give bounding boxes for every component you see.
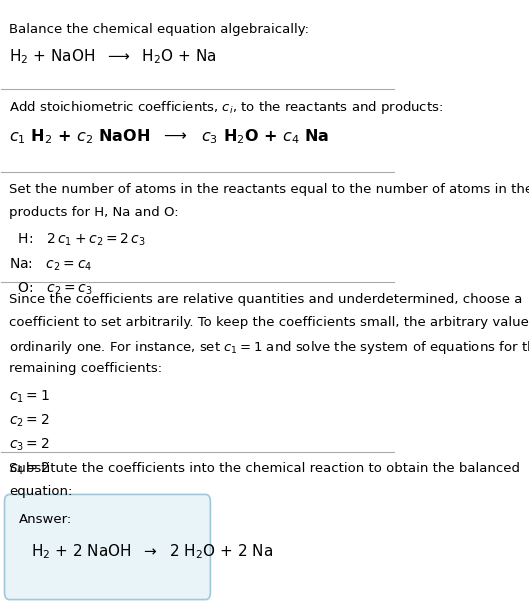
Text: H$_2$ + 2 NaOH  $\rightarrow$  2 H$_2$O + 2 Na: H$_2$ + 2 NaOH $\rightarrow$ 2 H$_2$O + … <box>31 543 273 561</box>
Text: H$_2$ + NaOH  $\longrightarrow$  H$_2$O + Na: H$_2$ + NaOH $\longrightarrow$ H$_2$O + … <box>9 48 217 67</box>
Text: O:   $c_2 = c_3$: O: $c_2 = c_3$ <box>9 280 93 297</box>
Text: $c_1$ H$_2$ + $c_2$ NaOH  $\longrightarrow$  $c_3$ H$_2$O + $c_4$ Na: $c_1$ H$_2$ + $c_2$ NaOH $\longrightarro… <box>9 127 330 146</box>
Text: ordinarily one. For instance, set $c_1 = 1$ and solve the system of equations fo: ordinarily one. For instance, set $c_1 =… <box>9 339 529 356</box>
Text: products for H, Na and O:: products for H, Na and O: <box>9 206 179 219</box>
Text: Add stoichiometric coefficients, $c_i$, to the reactants and products:: Add stoichiometric coefficients, $c_i$, … <box>9 100 443 117</box>
Text: Answer:: Answer: <box>19 512 72 526</box>
Text: equation:: equation: <box>9 486 72 498</box>
Text: $c_3 = 2$: $c_3 = 2$ <box>9 436 50 453</box>
Text: remaining coefficients:: remaining coefficients: <box>9 362 162 375</box>
Text: $c_2 = 2$: $c_2 = 2$ <box>9 413 50 429</box>
Text: coefficient to set arbitrarily. To keep the coefficients small, the arbitrary va: coefficient to set arbitrarily. To keep … <box>9 316 529 329</box>
Text: Substitute the coefficients into the chemical reaction to obtain the balanced: Substitute the coefficients into the che… <box>9 463 520 475</box>
Text: $c_4 = 2$: $c_4 = 2$ <box>9 461 50 477</box>
Text: Na:   $c_2 = c_4$: Na: $c_2 = c_4$ <box>9 256 93 273</box>
Text: Balance the chemical equation algebraically:: Balance the chemical equation algebraica… <box>9 22 309 36</box>
Text: H:   $2\,c_1 + c_2 = 2\,c_3$: H: $2\,c_1 + c_2 = 2\,c_3$ <box>9 232 146 248</box>
Text: Set the number of atoms in the reactants equal to the number of atoms in the: Set the number of atoms in the reactants… <box>9 183 529 195</box>
Text: Since the coefficients are relative quantities and underdetermined, choose a: Since the coefficients are relative quan… <box>9 293 523 306</box>
FancyBboxPatch shape <box>5 495 211 600</box>
Text: $c_1 = 1$: $c_1 = 1$ <box>9 388 50 405</box>
